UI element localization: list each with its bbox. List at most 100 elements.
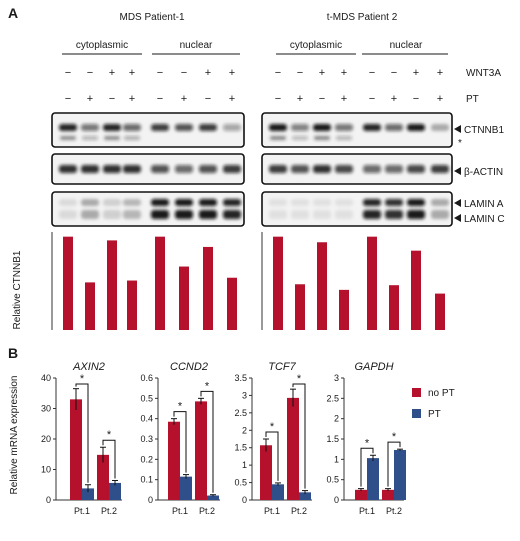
patient-1-title: MDS Patient-1 (119, 12, 184, 23)
lamin-a-band (103, 199, 121, 206)
expression-bar (168, 421, 180, 500)
actin-band (59, 165, 77, 173)
ctnnb1-band (363, 124, 381, 131)
chart-ccnd2: CCND2 0 0.1 0.2 0.3 0.4 0.5 0.6 * Pt.1 * Pt.2 (140, 361, 220, 516)
y-tick-label: 3.5 (234, 373, 247, 383)
blot-ctnnb1-patient-1 (51, 112, 245, 148)
ctnnb1-quant-bar (295, 284, 305, 330)
legend-swatch-pt (412, 409, 421, 418)
nuclear-label-2: nuclear (390, 40, 423, 51)
row-label-wnt3a: WNT3A (466, 68, 501, 79)
nonspecific-band (292, 136, 308, 140)
y-tick-label: 0 (46, 495, 51, 505)
actin-band (385, 165, 403, 173)
y-tick-label: 2 (334, 414, 339, 424)
legend-swatch-no-pt (412, 388, 421, 397)
significance-asterisk: * (392, 431, 397, 443)
blot-label-asterisk: * (458, 138, 462, 149)
actin-band (103, 165, 121, 173)
blot-actin-patient-2 (261, 153, 453, 185)
significance-asterisk: * (365, 437, 370, 449)
actin-band (175, 165, 193, 173)
panel-a-ylabel: Relative CTNNB1 (12, 250, 23, 329)
significance-bracket (360, 447, 374, 487)
lamin-c-band (81, 210, 99, 219)
actin-band (269, 165, 287, 173)
expression-bar (70, 399, 82, 500)
chart-title: AXIN2 (72, 361, 105, 373)
lamin-a-band (313, 199, 331, 206)
blot-label-actin: β-ACTIN (464, 167, 503, 178)
nonspecific-band (336, 136, 352, 140)
y-tick-label: 0.5 (140, 393, 153, 403)
lamin-c-band (313, 210, 331, 219)
chart-gapdh: GAPDH 0 0.5 1 1.5 2 2.5 3 * Pt.1 * Pt.2 (326, 361, 406, 516)
pt-sign: + (129, 93, 135, 105)
panel-a-label: A (8, 5, 18, 21)
significance-bracket (387, 441, 401, 487)
wnt3a-sign: + (319, 67, 325, 79)
pt-sign: − (319, 93, 325, 105)
lamin-c-band (363, 210, 381, 219)
x-category-label: Pt.1 (74, 506, 90, 516)
pt-sign: − (65, 93, 71, 105)
x-category-label: Pt.1 (359, 506, 375, 516)
blot-lamin-patient-1 (51, 191, 245, 227)
y-tick-label: 0.2 (140, 454, 153, 464)
lamin-c-arrow-icon (454, 214, 461, 222)
y-tick-label: 10 (41, 465, 51, 475)
nonspecific-band (314, 136, 330, 140)
expression-bar (394, 449, 406, 500)
actin-band (151, 165, 169, 173)
ctnnb1-band (313, 124, 331, 131)
y-tick-label: 40 (41, 373, 51, 383)
nonspecific-band (270, 136, 286, 140)
y-tick-label: 2.5 (326, 393, 339, 403)
blot-actin-patient-1 (51, 153, 245, 185)
ctnnb1-quant-bar (411, 250, 421, 330)
expression-bar (180, 476, 192, 500)
x-category-label: Pt.2 (291, 506, 307, 516)
y-tick-label: 30 (41, 404, 51, 414)
ctnnb1-arrow-icon (454, 125, 461, 133)
y-tick-label: 20 (41, 434, 51, 444)
ctnnb1-quant-bar (63, 236, 73, 330)
ctnnb1-band (385, 124, 403, 131)
lamin-c-band (59, 210, 77, 219)
lamin-a-band (407, 199, 425, 206)
expression-bar (355, 489, 367, 500)
wnt3a-sign: − (65, 67, 71, 79)
wnt3a-sign: − (297, 67, 303, 79)
ctnnb1-quant-bar (339, 289, 349, 330)
pt-sign: + (391, 93, 397, 105)
legend-pt: PT (428, 409, 441, 420)
actin-band (313, 165, 331, 173)
ctnnb1-band (175, 124, 193, 131)
lamin-a-band (291, 199, 309, 206)
ctnnb1-band (431, 124, 449, 131)
actin-arrow-icon (454, 167, 461, 175)
pt-sign: + (341, 93, 347, 105)
legend-no-pt: no PT (428, 388, 455, 399)
chart-title: CCND2 (170, 361, 208, 373)
y-tick-label: 0 (148, 495, 153, 505)
expression-bar (382, 489, 394, 500)
pt-sign: − (205, 93, 211, 105)
blot-lamin-patient-2 (261, 191, 453, 227)
wnt3a-sign: + (129, 67, 135, 79)
expression-bar (260, 445, 272, 500)
lamin-c-band (199, 210, 217, 219)
lamin-c-band (335, 210, 353, 219)
chart-title: GAPDH (354, 361, 393, 373)
wnt3a-sign: − (87, 67, 93, 79)
pt-sign: + (229, 93, 235, 105)
row-label-pt: PT (466, 94, 479, 105)
y-tick-label: 2 (242, 425, 247, 435)
pt-sign: − (413, 93, 419, 105)
ctnnb1-quant-bar (273, 236, 283, 330)
ctnnb1-quant-bar (389, 285, 399, 330)
actin-band (407, 165, 425, 173)
pt-sign: − (369, 93, 375, 105)
significance-bracket (200, 390, 214, 493)
expression-bar (367, 458, 379, 500)
